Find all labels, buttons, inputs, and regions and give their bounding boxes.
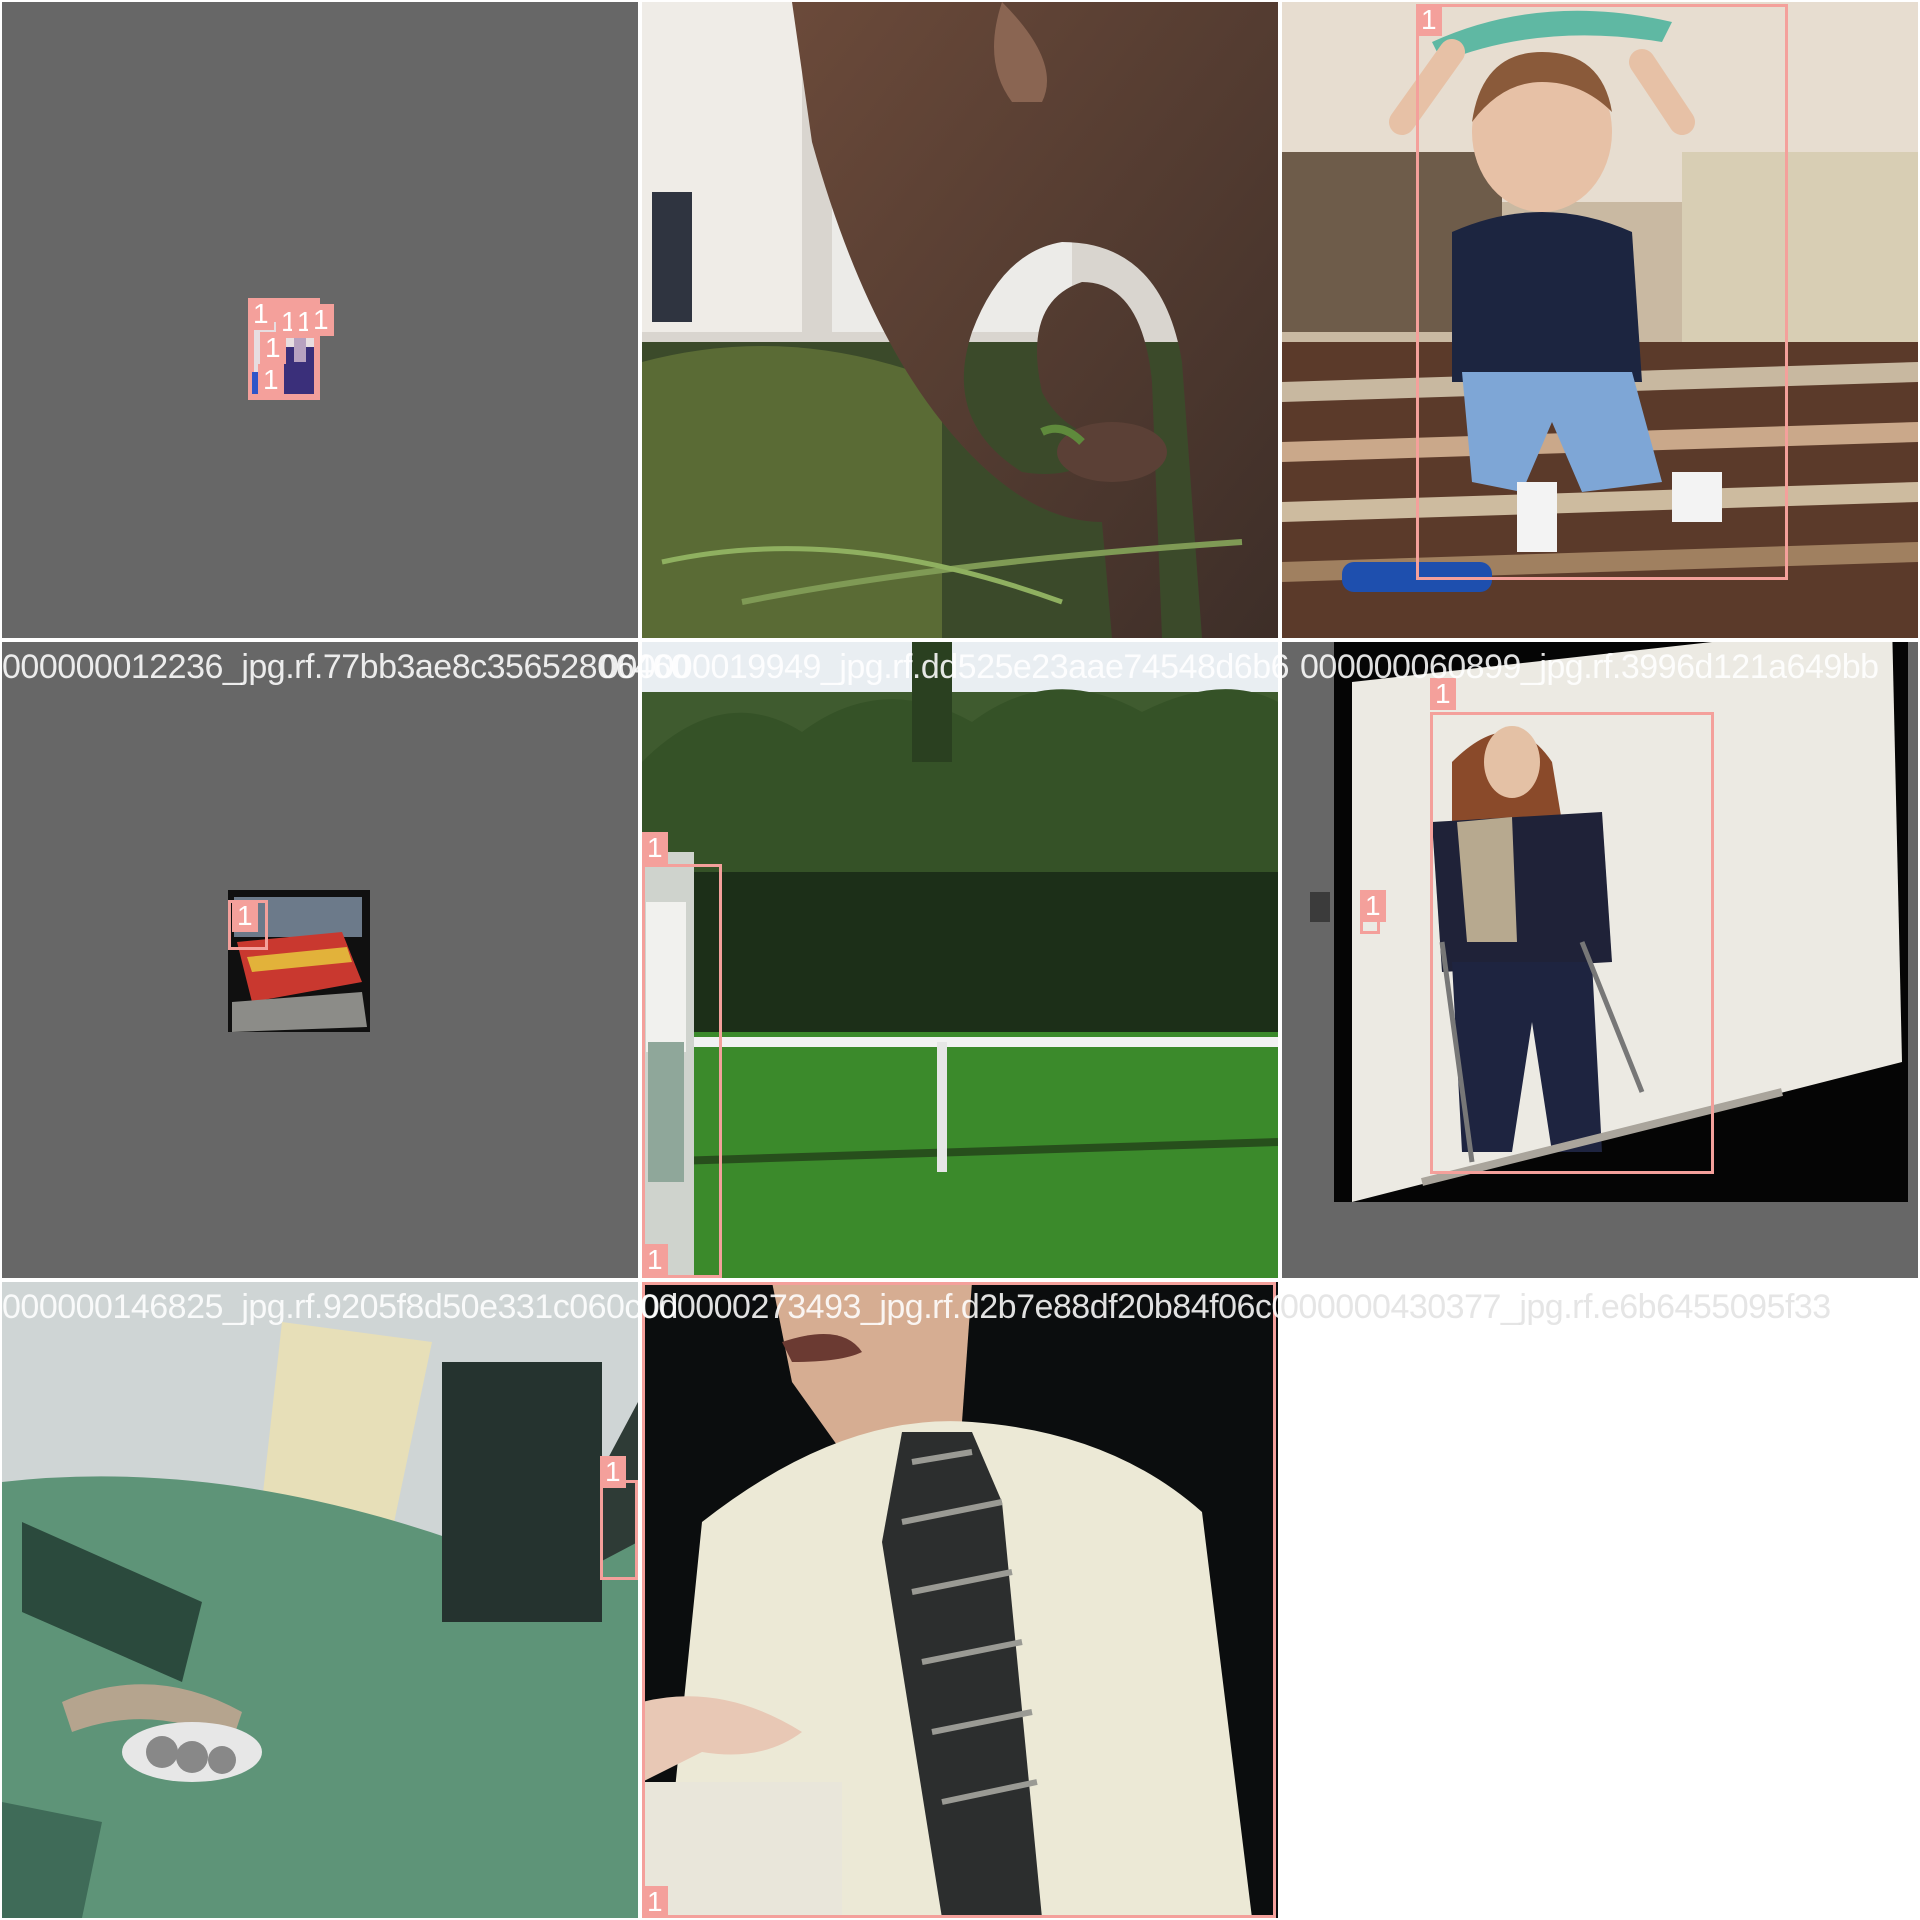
image-filename: 000000430377_jpg.rf.e6b6455095f33: [1280, 1288, 1831, 1326]
detection-box: [1416, 4, 1788, 580]
detection-label: 1: [1360, 890, 1386, 922]
mosaic-tile-5: 1 1: [642, 642, 1278, 1278]
detection-label: 1: [260, 332, 286, 364]
mosaic-tile-4: 1: [2, 642, 638, 1278]
detection-label: 1: [1416, 4, 1442, 36]
detection-label: 1: [642, 1244, 668, 1276]
tile-3-image: [1282, 2, 1918, 638]
tile-5-image: [642, 642, 1278, 1278]
tile-7-image: [2, 1282, 638, 1918]
mosaic-tile-3: 1: [1282, 2, 1918, 638]
mosaic-tile-7: 1: [2, 1282, 638, 1918]
detection-label: 1: [1430, 678, 1456, 710]
detection-box: [248, 298, 320, 400]
detection-label: 1: [232, 900, 258, 932]
detection-label: 1: [600, 1456, 626, 1488]
detection-label: 1: [642, 832, 668, 864]
detection-box: [600, 1480, 638, 1580]
detection-label: 1: [308, 304, 334, 336]
detection-box: [1430, 712, 1714, 1174]
tile-2-image: [642, 2, 1278, 638]
detection-label: 1: [642, 1886, 668, 1918]
mosaic-tile-2: [642, 2, 1278, 638]
detection-box: [642, 864, 722, 1278]
detection-label: 1: [248, 298, 274, 330]
tile-4-image: [2, 642, 638, 1278]
mosaic-tile-1: 1 1 1 1 1 1: [2, 2, 638, 638]
detection-label: 1: [258, 364, 284, 396]
mosaic-tile-8: 1: [642, 1282, 1278, 1918]
detection-box: [642, 1282, 1276, 1918]
tile-6-image: [1282, 642, 1918, 1278]
tile-8-image: [642, 1282, 1278, 1918]
mosaic-tile-6: 1 1: [1282, 642, 1918, 1278]
